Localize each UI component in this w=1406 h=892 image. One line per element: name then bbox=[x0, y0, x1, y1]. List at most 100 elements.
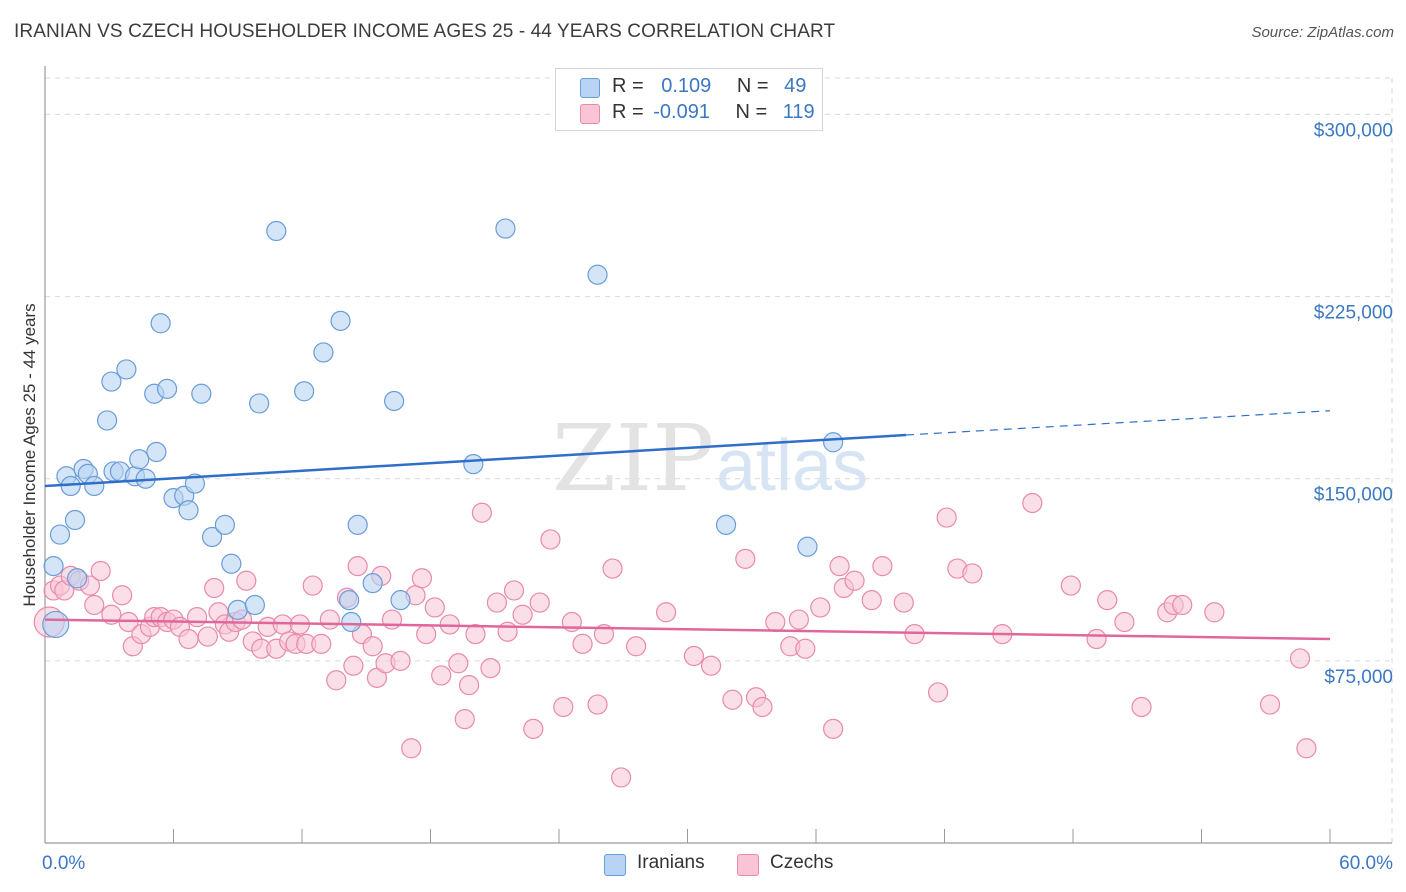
czechs-point bbox=[553, 696, 574, 718]
czechs-point bbox=[602, 558, 623, 579]
czechs-point bbox=[752, 696, 773, 718]
czechs-point bbox=[611, 767, 632, 788]
czechs-point bbox=[90, 560, 111, 582]
czechs-point bbox=[512, 604, 533, 625]
iranians-point bbox=[214, 514, 235, 535]
iranians-point bbox=[146, 441, 167, 463]
czechs-point bbox=[458, 675, 480, 696]
czechs-point bbox=[829, 556, 850, 577]
iranians-point bbox=[339, 590, 360, 611]
czechs-point bbox=[795, 638, 816, 659]
iranians-point bbox=[150, 313, 171, 334]
czechs-point bbox=[844, 570, 865, 591]
czechs-point bbox=[593, 624, 615, 645]
czechs-point bbox=[655, 602, 677, 623]
iranians-point bbox=[463, 454, 484, 475]
bottom-legend-swatch-czechs bbox=[737, 854, 759, 876]
czechs-point bbox=[1114, 611, 1135, 633]
czechs-point bbox=[448, 653, 469, 674]
czechs-point bbox=[810, 597, 831, 618]
chart-source: Source: ZipAtlas.com bbox=[1251, 24, 1394, 41]
iranians-point bbox=[178, 500, 199, 521]
legend-r-value: -0.091 bbox=[653, 101, 710, 123]
y-tick-label: $75,000 bbox=[1324, 667, 1393, 688]
axes bbox=[44, 66, 1392, 844]
czechs-points bbox=[33, 492, 1317, 788]
czechs-point bbox=[1204, 602, 1225, 623]
iranians-point bbox=[201, 526, 223, 548]
czechs-point bbox=[936, 507, 957, 528]
czechs-point bbox=[416, 624, 437, 645]
iranians-point bbox=[101, 371, 122, 392]
czechs-point bbox=[471, 502, 492, 523]
iranians-point bbox=[64, 509, 86, 531]
czechs-point bbox=[347, 556, 368, 577]
czechs-point bbox=[197, 626, 218, 647]
y-tick-label: $225,000 bbox=[1314, 303, 1393, 324]
iranians-point bbox=[156, 378, 178, 399]
iranians-point bbox=[67, 568, 88, 589]
iranians-point bbox=[495, 218, 516, 239]
y-axis-label: Householder Income Ages 25 - 44 years bbox=[20, 303, 39, 606]
czechs-point bbox=[927, 682, 949, 703]
legend-n-label: N = bbox=[736, 75, 769, 97]
czechs-point bbox=[683, 645, 705, 667]
bottom-legend-label-iranians: Iranians bbox=[637, 852, 705, 873]
czechs-point bbox=[540, 529, 561, 550]
iranians-point bbox=[97, 410, 118, 431]
iranians-point bbox=[383, 390, 405, 412]
czechs-point bbox=[480, 658, 501, 679]
czechs-point bbox=[1060, 575, 1081, 596]
czechs-point bbox=[486, 592, 507, 613]
czechs-point bbox=[1131, 696, 1152, 718]
czechs-point bbox=[1289, 648, 1311, 669]
czechs-point bbox=[1296, 738, 1317, 759]
iranians-point bbox=[244, 594, 265, 616]
legend-r-value: 0.109 bbox=[661, 75, 712, 97]
iranians-point bbox=[347, 514, 368, 535]
x-tick-label: 60.0% bbox=[1339, 853, 1393, 874]
czechs-point bbox=[904, 624, 925, 645]
iranians-trend-line-extension bbox=[905, 410, 1331, 436]
bottom-legend-swatch-iranians bbox=[604, 854, 626, 876]
czechs-point bbox=[186, 607, 208, 628]
czechs-point bbox=[454, 709, 475, 730]
iranians-point bbox=[587, 264, 608, 285]
czechs-point bbox=[411, 568, 433, 589]
iranians-point bbox=[823, 432, 844, 453]
czechs-point bbox=[765, 611, 786, 633]
czechs-point bbox=[861, 590, 882, 611]
legend-r-label: R = bbox=[612, 75, 644, 97]
czechs-point bbox=[431, 665, 452, 686]
iranians-point bbox=[49, 524, 71, 545]
czechs-point bbox=[401, 738, 422, 759]
czechs-point bbox=[700, 655, 722, 676]
legend-n-label: N = bbox=[735, 101, 768, 123]
czechs-point bbox=[111, 585, 133, 606]
czechs-point bbox=[1086, 628, 1107, 650]
czechs-point bbox=[390, 650, 411, 671]
legend-n-value: 119 bbox=[782, 101, 815, 123]
czechs-point bbox=[319, 609, 340, 630]
czechs-point bbox=[1022, 492, 1043, 514]
czechs-point bbox=[343, 655, 364, 676]
czechs-point bbox=[523, 718, 544, 739]
czechs-point bbox=[465, 624, 486, 645]
czechs-point bbox=[236, 570, 257, 591]
iranians-point bbox=[330, 310, 351, 331]
czechs-point bbox=[204, 577, 225, 599]
iranians-point bbox=[184, 473, 206, 494]
iranians-point bbox=[43, 556, 64, 577]
iranians-point bbox=[313, 342, 334, 363]
tick-labels: $75,000 $150,000 $225,000 $300,000 0.0% 60.0% bbox=[42, 120, 1393, 874]
czechs-point bbox=[893, 592, 914, 613]
x-tick-label: 0.0% bbox=[42, 853, 85, 874]
iranians-point bbox=[266, 220, 287, 242]
czechs-point bbox=[1097, 590, 1118, 611]
iranians-point bbox=[362, 573, 383, 594]
czechs-point bbox=[302, 575, 323, 596]
iranians-point bbox=[227, 599, 248, 620]
czechs-point bbox=[529, 592, 550, 613]
iranians-point bbox=[129, 449, 150, 470]
iranians-point bbox=[249, 393, 270, 414]
